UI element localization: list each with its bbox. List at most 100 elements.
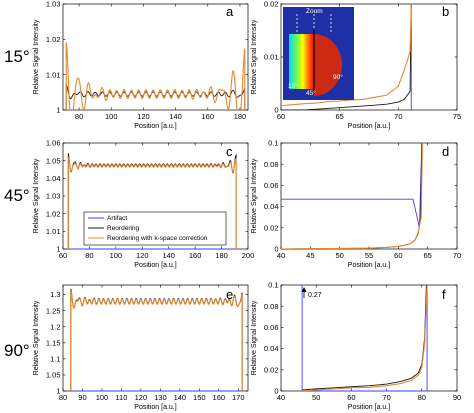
x-axis-label-d: Position [a.u.]	[348, 262, 390, 269]
y-tick-label-d-2: 0.04	[264, 202, 279, 211]
x-tick-label-e-7: 150	[193, 393, 206, 402]
y-tick-label-f-3: 0.06	[264, 323, 279, 332]
series-line-d-kspace	[281, 143, 423, 249]
series-group-a	[65, 42, 246, 110]
x-tick-label-f-1: 50	[312, 393, 320, 402]
series-group-e	[70, 288, 243, 391]
x-tick-label-f-3: 70	[382, 393, 390, 402]
x-tick-label-d-4: 60	[394, 251, 402, 260]
y-tick-label-e-5: 1.25	[46, 306, 61, 315]
y-tick-label-a-1: 1.01	[46, 70, 61, 79]
x-tick-label-c-0: 60	[59, 251, 67, 260]
annotation-arrow-head	[301, 287, 307, 292]
panel-e: 80 90 100 110 120 130 140 150 160 170 1 1.05 1.1 1.15…	[33, 284, 249, 411]
y-tick-label-a-0: 1	[56, 106, 60, 115]
x-tick-label-e-9: 170	[232, 393, 245, 402]
series-group-c	[67, 153, 237, 249]
inset-spectrum	[289, 34, 314, 89]
zoom-label: Zoom	[306, 8, 323, 15]
y-tick-label-b-0: 0	[274, 106, 278, 115]
y-axis-label-f: Relative Signal Intensity	[251, 300, 258, 375]
y-tick-label-d-4: 0.08	[264, 160, 279, 169]
x-tick-label-e-4: 120	[135, 393, 148, 402]
y-tick-label-d-1: 0.02	[264, 223, 279, 232]
panel-a: 80 100 120 140 160 180 1 1.01 1.02 1.03 Position […	[33, 0, 249, 130]
panel-d: 40 45 50 55 60 65 70 0 0.02 0.04 0.06 0.08 0.1 Positi…	[251, 139, 461, 269]
y-tick-label-b-1: 0.01	[264, 53, 279, 62]
series-line-b-reordering	[281, 4, 412, 110]
series-line-a-kspace	[65, 42, 246, 110]
value-annotation: 0.27	[301, 287, 322, 299]
series-group-b	[281, 4, 412, 110]
panel-letter-c: c	[226, 144, 233, 159]
y-tick-label-e-1: 1.05	[46, 371, 61, 380]
x-tick-label-e-8: 160	[213, 393, 226, 402]
x-tick-label-a-2: 120	[137, 112, 150, 121]
y-tick-label-e-3: 1.15	[46, 338, 61, 347]
legend-box	[83, 211, 227, 246]
x-tick-label-c-3: 120	[136, 251, 149, 260]
x-tick-label-f-5: 90	[453, 393, 461, 402]
series-line-b-artifact	[281, 4, 412, 110]
y-tick-label-c-0: 1	[56, 245, 60, 254]
inset-angle-90: 90°	[333, 73, 343, 81]
x-tick-label-c-2: 100	[110, 251, 123, 260]
y-tick-label-b-2: 0.02	[264, 0, 279, 9]
legend: Artifact Reordering Reordering with k-sp…	[83, 211, 227, 246]
series-line-e-kspace	[70, 290, 243, 391]
x-tick-label-e-1: 90	[78, 393, 86, 402]
x-tick-label-e-0: 80	[59, 393, 67, 402]
x-tick-label-b-2: 70	[394, 112, 402, 121]
y-tick-label-e-0: 1	[56, 387, 60, 396]
panel-letter-a: a	[226, 4, 234, 19]
x-tick-label-c-4: 140	[162, 251, 175, 260]
x-tick-label-a-3: 140	[169, 112, 182, 121]
x-axis-label-e: Position [a.u.]	[134, 404, 176, 411]
y-tick-label-d-5: 0.1	[268, 139, 278, 148]
x-tick-label-f-2: 60	[347, 393, 355, 402]
x-tick-label-d-2: 50	[335, 251, 343, 260]
row-label-45: 45°	[4, 186, 30, 205]
legend-label-kspace: Reordering with k-space correction	[107, 235, 208, 242]
series-line-c-kspace	[67, 156, 237, 249]
y-tick-label-f-0: 0	[274, 387, 278, 396]
zoom-inset: Zoom 15° 45° 90°	[283, 7, 354, 100]
x-tick-label-d-6: 70	[453, 251, 461, 260]
y-tick-label-e-2: 1.1	[50, 354, 60, 363]
panel-letter-e: e	[226, 287, 233, 302]
x-tick-label-d-1: 45	[306, 251, 314, 260]
x-tick-label-e-5: 130	[154, 393, 167, 402]
series-line-b-kspace	[281, 4, 412, 107]
series-group-d	[281, 143, 423, 249]
y-tick-label-c-4: 1.04	[46, 174, 61, 183]
y-tick-label-c-5: 1.05	[46, 156, 61, 165]
x-tick-label-b-0: 60	[277, 112, 285, 121]
x-axis-label-a: Position [a.u.]	[134, 123, 176, 130]
y-tick-label-a-2: 1.02	[46, 35, 61, 44]
panel-letter-d: d	[442, 144, 449, 159]
x-tick-label-a-5: 180	[234, 112, 247, 121]
legend-label-reordering: Reordering	[107, 225, 140, 232]
y-axis-label-d: Relative Signal Intensity	[251, 158, 258, 233]
y-tick-label-c-6: 1.06	[46, 139, 61, 148]
y-tick-label-a-3: 1.03	[46, 0, 61, 9]
y-tick-label-f-4: 0.08	[264, 302, 279, 311]
row-label-15: 15°	[4, 47, 30, 66]
inset-angle-45: 45°	[306, 89, 316, 97]
x-tick-label-b-1: 65	[335, 112, 343, 121]
y-tick-label-c-1: 1.01	[46, 227, 61, 236]
x-tick-label-e-3: 110	[115, 393, 127, 402]
x-tick-label-c-6: 180	[215, 251, 228, 260]
y-tick-label-d-3: 0.06	[264, 181, 279, 190]
x-tick-label-d-5: 65	[423, 251, 431, 260]
inset-angle-15: 15°	[288, 82, 298, 90]
x-tick-label-d-0: 40	[277, 251, 285, 260]
panel-letter-b: b	[442, 4, 449, 19]
panel-f: 40 50 60 70 80 90 0 0.02 0.04 0.06 0.08 0.1 Position…	[251, 281, 461, 411]
x-tick-label-a-4: 160	[202, 112, 215, 121]
x-tick-label-c-1: 80	[85, 251, 93, 260]
series-line-d-artifact	[281, 143, 423, 228]
y-tick-label-f-2: 0.04	[264, 344, 279, 353]
inset-half-disc	[314, 34, 342, 96]
